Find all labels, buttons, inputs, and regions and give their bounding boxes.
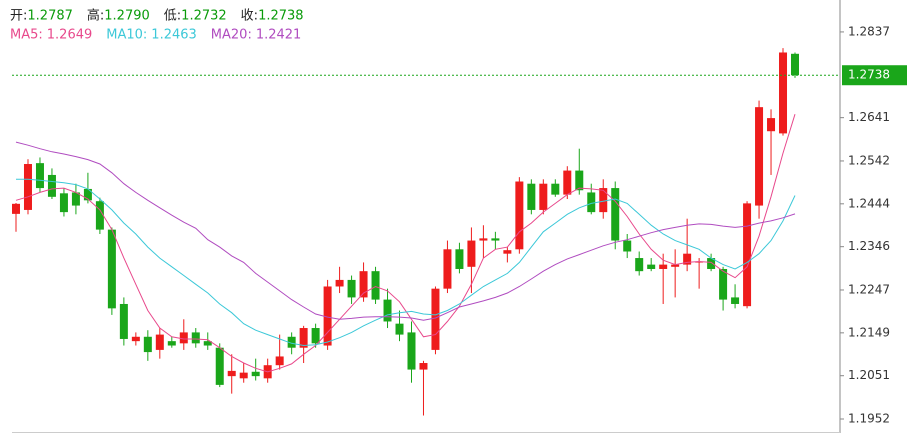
header-label: 低: <box>164 9 181 24</box>
candle-body <box>479 238 488 241</box>
y-tick-label: 1.2051 <box>848 368 890 382</box>
candle-body <box>347 279 356 298</box>
candle-body <box>791 53 799 76</box>
header-value: 1.2738 <box>258 9 304 24</box>
candle-body <box>683 253 692 265</box>
candle-body <box>167 341 176 346</box>
candle-body <box>383 299 392 322</box>
candle-body <box>767 118 776 132</box>
candle-body <box>251 371 260 377</box>
y-tick-label: 1.2542 <box>848 153 890 167</box>
candle-body <box>551 183 560 195</box>
candle-body <box>335 279 344 287</box>
ma-legend-value: 1.2649 <box>47 28 93 43</box>
candle-body <box>491 238 500 241</box>
candle-body <box>431 288 440 350</box>
candle-body <box>467 240 476 267</box>
y-tick-label: 1.1952 <box>848 412 890 426</box>
ma-line <box>16 178 796 347</box>
candle-body <box>731 297 740 304</box>
candle-body <box>83 188 92 201</box>
candle-body <box>227 370 236 377</box>
candle-body <box>719 268 728 300</box>
candle-body <box>779 52 788 134</box>
candle-body <box>695 261 704 263</box>
candle-body <box>203 341 212 346</box>
candle-body <box>239 372 248 379</box>
candle-body <box>671 264 680 267</box>
ma-legend-value: 1.2421 <box>256 28 302 43</box>
candle-body <box>563 170 572 195</box>
candle-body <box>539 183 548 210</box>
candle-body <box>23 164 32 210</box>
candle-body <box>527 183 536 210</box>
candle-body <box>503 250 512 254</box>
candle-body <box>575 170 584 191</box>
candle-body <box>635 258 644 272</box>
ma-legend-label: MA10: <box>106 28 147 43</box>
header-value: 1.2790 <box>104 9 150 24</box>
candle-body <box>131 336 140 342</box>
candle-body <box>107 229 116 309</box>
y-tick-label: 1.2247 <box>848 282 890 296</box>
header-label: 收: <box>241 9 258 24</box>
candle-body <box>323 286 332 346</box>
candle-body <box>407 332 416 370</box>
candle-body <box>71 192 80 206</box>
y-tick-label: 1.2837 <box>848 24 890 38</box>
candle-body <box>599 188 608 213</box>
ma-legend-value: 1.2463 <box>151 28 197 43</box>
ma-line <box>15 141 796 321</box>
last-price-label: 1.2738 <box>848 68 890 82</box>
candle-body <box>371 271 380 300</box>
candle-body <box>191 332 200 344</box>
candle-body <box>119 303 128 339</box>
candle-body <box>455 249 464 269</box>
candle-body <box>59 193 68 213</box>
y-tick-label: 1.2346 <box>848 239 890 253</box>
ma-line <box>15 114 796 373</box>
candle-body <box>287 336 296 348</box>
header-label: 开: <box>10 9 27 24</box>
candle-body <box>35 163 44 189</box>
candle-body <box>623 240 632 252</box>
candle-body <box>12 203 20 214</box>
header-value: 1.2787 <box>27 9 73 24</box>
candle-body <box>311 328 320 344</box>
y-tick-label: 1.2149 <box>848 325 890 339</box>
candle-body <box>419 363 428 370</box>
candle-body <box>215 347 224 385</box>
header-value: 1.2732 <box>181 9 227 24</box>
header-label: 高: <box>87 8 104 24</box>
ma-legend-label: MA20: <box>211 28 252 43</box>
candle-body <box>515 181 524 250</box>
candle-body <box>743 203 752 307</box>
candle-body <box>755 107 764 206</box>
candle-body <box>143 336 152 353</box>
y-tick-label: 1.2444 <box>848 196 890 210</box>
last-price-box <box>842 65 907 86</box>
candle-body <box>659 264 668 269</box>
candle-body <box>707 258 716 269</box>
candle-body <box>443 249 452 289</box>
candle-body <box>359 271 368 298</box>
ma-legend-label: MA5: <box>10 28 43 43</box>
candle-body <box>611 188 620 241</box>
candle-body <box>47 174 56 197</box>
candle-body <box>647 264 656 269</box>
candle-body <box>179 332 188 344</box>
candle-body <box>395 323 404 335</box>
candle-body <box>587 192 596 213</box>
candle-body <box>299 328 308 348</box>
candle-body <box>275 356 284 366</box>
candle-body <box>155 334 164 350</box>
y-tick-label: 1.2641 <box>848 110 890 124</box>
candle-body <box>95 201 104 230</box>
